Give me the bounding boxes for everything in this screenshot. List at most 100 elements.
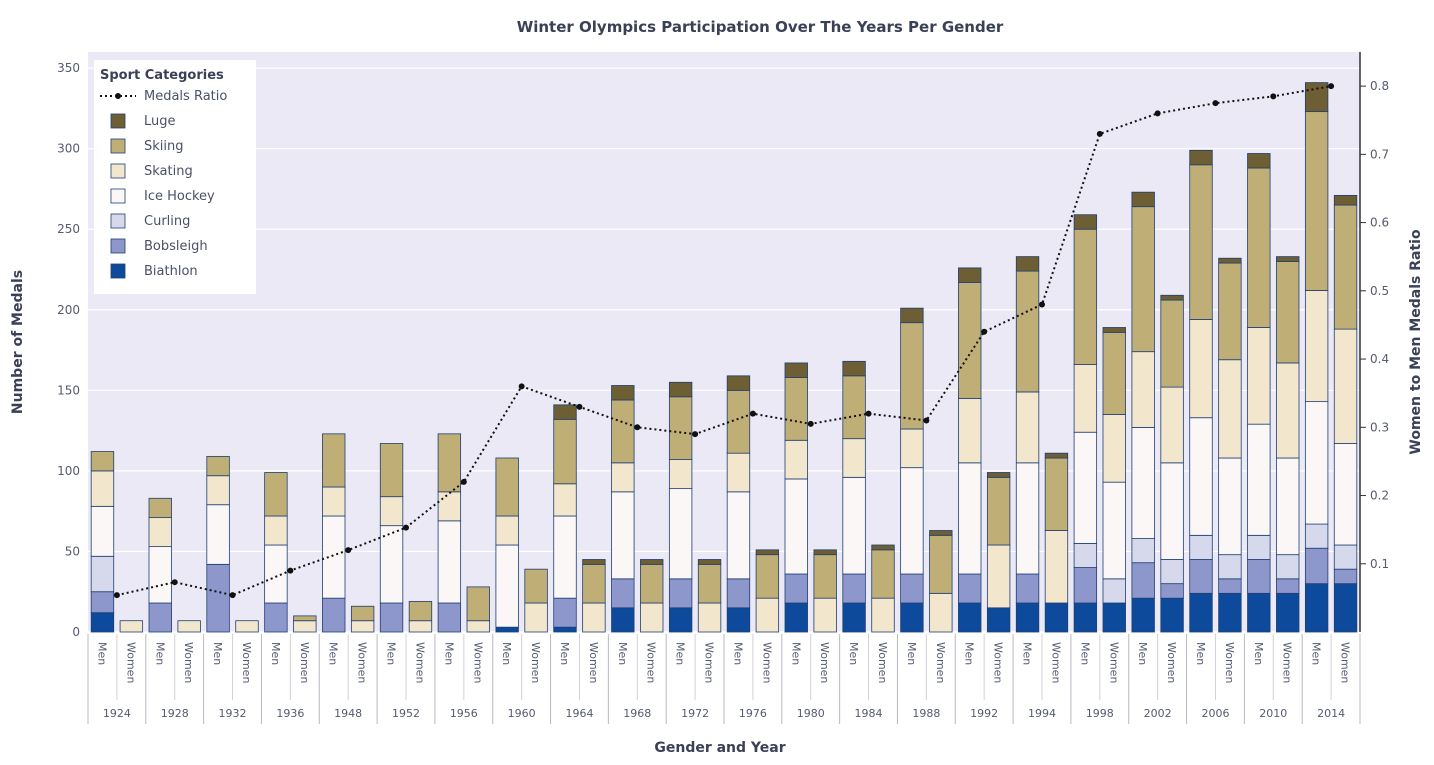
bar-segment-bobsleigh [206,563,230,633]
bar-segment-skiing [813,554,837,599]
year-tick-label: 1968 [623,707,651,720]
legend-item-biathlon: Biathlon [110,263,198,279]
ratio-point [923,417,930,424]
ratio-point [807,420,814,427]
bar-segment-bobsleigh [264,602,288,633]
bar-segment-bobsleigh [1276,578,1300,594]
bar-segment-bobsleigh [900,573,924,604]
bar-segment-skating [524,602,548,633]
bar-segment-biathlon [1102,602,1126,633]
bar-segment-skating [871,597,895,633]
bar-segment-skiing [929,534,953,594]
legend: Sport Categories Medals Ratio Luge Skiing S… [94,60,256,294]
gender-tick-label: Women [240,642,253,683]
year-tick-label: 1976 [739,707,767,720]
year-tick-label: 1956 [450,707,478,720]
bar-segment-skiing [726,389,751,454]
bar-segment-luge [1073,214,1098,230]
gender-tick-label: Men [558,642,571,665]
bar-segment-biathlon [1189,592,1213,633]
bar-segment-ice-hockey [1102,481,1126,580]
y-axis-title: Number of Medals [10,270,26,414]
gender-tick-label: Women [876,642,889,683]
legend-item-skiing: Skiing [110,138,184,154]
gender-tick-label: Women [1107,642,1120,683]
year-tick-label: 1984 [855,707,883,720]
year-tick-label: 1960 [508,707,536,720]
bar-segment-skiing [755,554,780,599]
bar-segment-skating [1160,386,1184,464]
gender-tick-label: Men [95,642,108,665]
y-tick-label: 50 [65,544,80,558]
bar-segment-curling [1073,542,1098,568]
bar-segment-skating [206,475,230,506]
year-tick-label: 1932 [219,707,247,720]
ratio-point [865,410,872,417]
bar-segment-luge [1276,256,1300,262]
bar-segment-curling [1102,578,1126,604]
gender-tick-label: Women [124,642,137,683]
y2-tick-label: 0.2 [1370,489,1389,503]
bar-segment-skating [293,620,317,633]
year-tick-label: 1948 [334,707,362,720]
bar-segment-skiing [1160,299,1184,388]
legend-label: Curling [144,214,190,229]
gender-tick-label: Women [934,642,947,683]
bar-segment-biathlon [1044,602,1069,633]
bar-segment-skating [958,397,982,464]
bar-segment-skiing [611,399,635,464]
bar-segment-luge [986,472,1011,478]
bar-segment-luge [755,549,780,556]
bar-segment-skating [611,462,635,493]
bar-segment-skiing [640,563,664,604]
gender-tick-label: Men [1021,642,1034,665]
bar-segment-luge [668,381,693,398]
year-tick-label: 1998 [1086,707,1114,720]
bar-segment-biathlon [958,602,982,633]
ratio-point [749,410,756,417]
bar-segment-luge [726,375,751,391]
right-y-axis: 0.1 0.2 0.3 0.4 0.5 0.6 0.7 0.8 [1359,52,1389,632]
bar-segment-biathlon [1247,592,1271,633]
y2-tick-label: 0.5 [1370,284,1389,298]
gender-tick-label: Men [905,642,918,665]
bar-segment-skating [437,491,462,522]
bar-segment-luge [784,362,808,378]
bar-segment-bobsleigh [842,573,866,604]
bar-segment-skating [119,620,144,633]
bar-segment-skiing [986,476,1011,546]
bar-segment-skiing [900,322,924,430]
bar-segment-biathlon [842,602,866,633]
bar-segment-bobsleigh [1160,583,1184,599]
bar-segment-skating [553,483,577,517]
bar-segment-biathlon [986,607,1011,633]
year-tick-label: 1964 [565,707,593,720]
bar-segment-skating [322,486,346,517]
legend-title: Sport Categories [100,68,224,83]
bar-segment-luge [1102,327,1126,333]
gender-tick-label: Men [847,642,860,665]
bar-segment-skating [1276,362,1300,459]
legend-item-medals-ratio: Medals Ratio [100,89,227,104]
bar-segment-skating [90,470,115,507]
bar-segment-skiing [668,396,693,461]
bar-segment-luge [958,267,982,283]
bar-segment-biathlon [1276,592,1300,633]
bar-segment-biathlon [611,607,635,633]
year-tick-label: 2010 [1259,707,1287,720]
bar-segment-skiing [1247,167,1271,328]
bar-segment-luge [582,559,606,565]
bar-segment-skiing [1218,262,1242,361]
legend-item-luge: Luge [110,113,176,129]
bar-segment-luge [1218,257,1242,264]
bar-segment-skating [697,602,722,633]
bar-segment-ice-hockey [611,491,635,580]
y-tick-label: 300 [57,142,80,156]
y-tick-label: 150 [57,383,80,397]
bar-segment-biathlon [1015,602,1040,633]
bar-segment-skating [1218,359,1242,459]
ratio-point [229,592,236,599]
bar-segment-luge [871,544,895,551]
bar-segment-ice-hockey [842,476,866,575]
